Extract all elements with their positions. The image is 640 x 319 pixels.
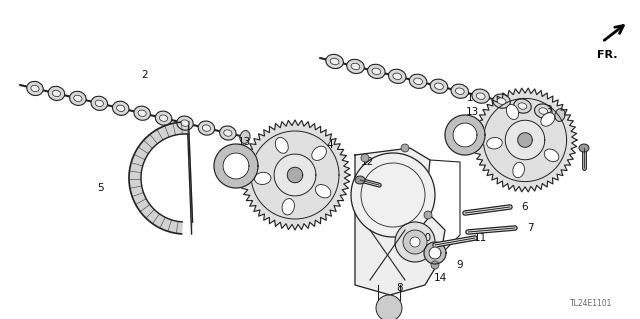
Polygon shape bbox=[473, 88, 577, 192]
Ellipse shape bbox=[513, 162, 524, 178]
Text: 10: 10 bbox=[419, 233, 431, 243]
Circle shape bbox=[424, 211, 432, 219]
Ellipse shape bbox=[312, 146, 326, 160]
Ellipse shape bbox=[367, 64, 385, 78]
Ellipse shape bbox=[472, 89, 490, 103]
Ellipse shape bbox=[555, 108, 565, 122]
Ellipse shape bbox=[255, 172, 271, 184]
Ellipse shape bbox=[435, 83, 444, 90]
Ellipse shape bbox=[347, 59, 364, 74]
Ellipse shape bbox=[514, 99, 531, 113]
Text: 14: 14 bbox=[433, 273, 447, 283]
Ellipse shape bbox=[181, 120, 189, 126]
Circle shape bbox=[351, 153, 435, 237]
Ellipse shape bbox=[156, 111, 172, 125]
Ellipse shape bbox=[326, 54, 344, 69]
Ellipse shape bbox=[497, 98, 506, 104]
Polygon shape bbox=[453, 123, 477, 147]
Text: 3: 3 bbox=[545, 105, 551, 115]
Text: 12: 12 bbox=[360, 157, 374, 167]
Polygon shape bbox=[355, 148, 445, 295]
Ellipse shape bbox=[330, 58, 339, 65]
Ellipse shape bbox=[224, 130, 232, 136]
Ellipse shape bbox=[451, 84, 468, 98]
Text: 13: 13 bbox=[237, 137, 251, 147]
Ellipse shape bbox=[534, 104, 552, 118]
Ellipse shape bbox=[240, 130, 250, 144]
Ellipse shape bbox=[476, 93, 485, 100]
Circle shape bbox=[361, 154, 369, 162]
Circle shape bbox=[401, 144, 409, 152]
Ellipse shape bbox=[430, 79, 448, 93]
Polygon shape bbox=[429, 247, 441, 259]
Text: 4: 4 bbox=[326, 140, 333, 150]
Text: 5: 5 bbox=[97, 183, 103, 193]
Ellipse shape bbox=[316, 185, 331, 198]
Text: 9: 9 bbox=[457, 260, 463, 270]
Ellipse shape bbox=[372, 68, 381, 75]
Text: 11: 11 bbox=[474, 233, 486, 243]
Ellipse shape bbox=[282, 198, 294, 215]
Ellipse shape bbox=[493, 94, 510, 108]
Ellipse shape bbox=[138, 110, 147, 116]
Ellipse shape bbox=[70, 91, 86, 106]
Polygon shape bbox=[129, 122, 189, 234]
Polygon shape bbox=[287, 167, 303, 183]
Text: FR.: FR. bbox=[597, 50, 618, 60]
Text: 13: 13 bbox=[465, 107, 479, 117]
Text: 2: 2 bbox=[141, 70, 148, 80]
Ellipse shape bbox=[198, 121, 214, 135]
Ellipse shape bbox=[113, 101, 129, 115]
Ellipse shape bbox=[27, 81, 44, 95]
Ellipse shape bbox=[410, 74, 427, 88]
Ellipse shape bbox=[275, 137, 288, 153]
Circle shape bbox=[403, 230, 427, 254]
Ellipse shape bbox=[159, 115, 168, 122]
Ellipse shape bbox=[116, 105, 125, 111]
Polygon shape bbox=[274, 154, 316, 196]
Polygon shape bbox=[505, 120, 545, 160]
Ellipse shape bbox=[220, 126, 236, 140]
Ellipse shape bbox=[31, 85, 39, 92]
Ellipse shape bbox=[393, 73, 401, 79]
Ellipse shape bbox=[91, 96, 108, 110]
Ellipse shape bbox=[506, 105, 518, 120]
Ellipse shape bbox=[52, 90, 61, 97]
Circle shape bbox=[410, 237, 420, 247]
Text: 7: 7 bbox=[527, 223, 533, 233]
Ellipse shape bbox=[456, 88, 464, 94]
Ellipse shape bbox=[388, 69, 406, 84]
Polygon shape bbox=[518, 133, 532, 147]
Circle shape bbox=[431, 261, 439, 269]
Ellipse shape bbox=[351, 63, 360, 70]
Ellipse shape bbox=[134, 106, 150, 120]
Ellipse shape bbox=[539, 108, 548, 114]
Ellipse shape bbox=[202, 125, 211, 131]
Polygon shape bbox=[445, 115, 485, 155]
Text: 6: 6 bbox=[522, 202, 528, 212]
Circle shape bbox=[376, 295, 402, 319]
Ellipse shape bbox=[95, 100, 104, 107]
Text: TL24E1101: TL24E1101 bbox=[570, 299, 612, 308]
Ellipse shape bbox=[48, 86, 65, 100]
Polygon shape bbox=[188, 122, 193, 234]
Ellipse shape bbox=[518, 103, 527, 109]
Ellipse shape bbox=[355, 176, 365, 184]
Circle shape bbox=[395, 222, 435, 262]
Text: 1: 1 bbox=[467, 93, 474, 103]
Text: 8: 8 bbox=[397, 283, 403, 293]
Ellipse shape bbox=[486, 137, 502, 149]
Ellipse shape bbox=[74, 95, 82, 101]
Ellipse shape bbox=[177, 116, 193, 130]
Ellipse shape bbox=[544, 149, 559, 162]
Polygon shape bbox=[214, 144, 258, 188]
Polygon shape bbox=[240, 120, 350, 230]
Polygon shape bbox=[223, 153, 249, 179]
Ellipse shape bbox=[541, 113, 555, 126]
Ellipse shape bbox=[413, 78, 422, 85]
Polygon shape bbox=[424, 242, 446, 264]
Ellipse shape bbox=[579, 144, 589, 152]
